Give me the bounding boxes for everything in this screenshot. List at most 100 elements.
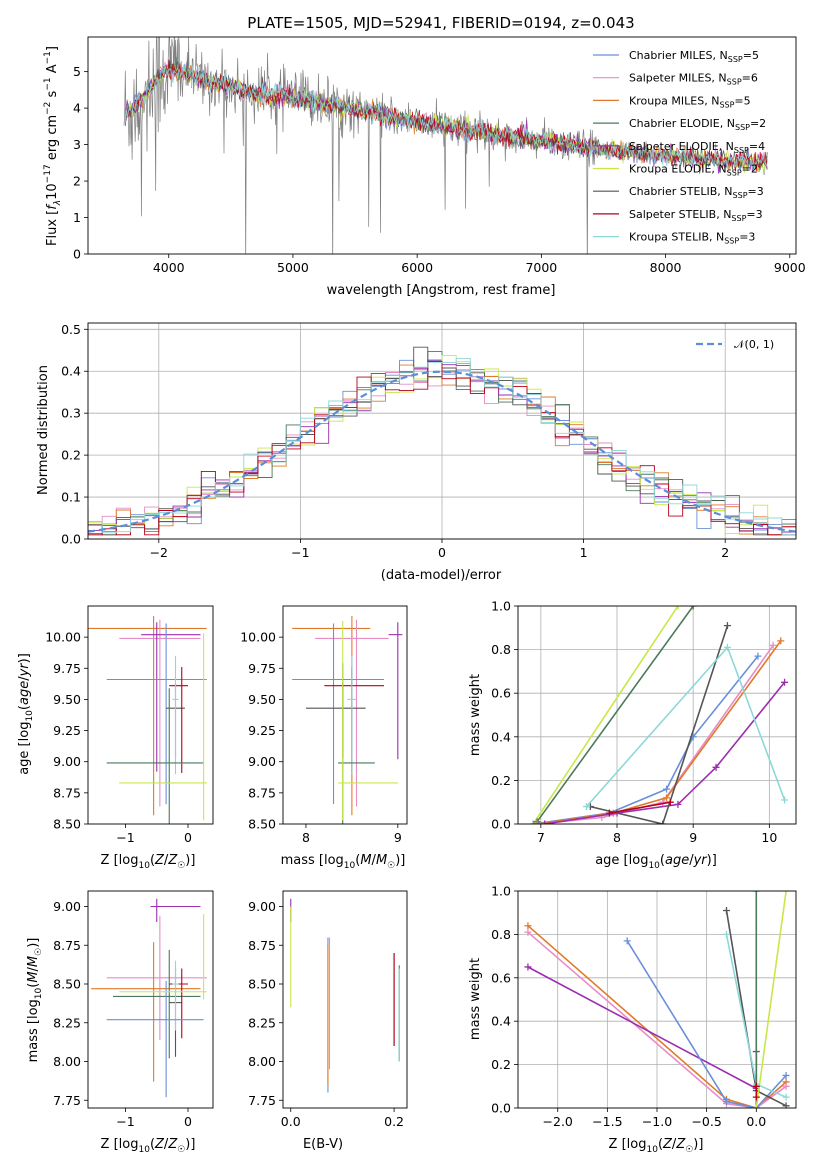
spectrum-xtick-label: 9000	[774, 260, 806, 275]
massweight_vs_Z-xtick-label: −2.0	[543, 1114, 573, 1129]
massweight_vs_Z-marker	[782, 1093, 790, 1101]
massweight_vs_Z-marker	[782, 1102, 790, 1108]
spectrum-model-line	[124, 64, 768, 171]
mass_vs_Z-point	[119, 914, 207, 1000]
massweight_vs_age-ytick-label: 0.6	[491, 686, 511, 701]
massweight_vs_Z-marker	[752, 1082, 760, 1090]
massweight_vs_age-marker	[529, 820, 537, 824]
massweight_vs_Z-series-line	[527, 925, 787, 1108]
massweight_vs_Z-series-line	[626, 940, 787, 1108]
mw-z-ylabel: mass weight	[468, 958, 483, 1040]
massweight_vs_Z-xtick-label: 0.0	[746, 1114, 766, 1129]
figure-title: PLATE=1505, MJD=52941, FIBERID=0194, z=0…	[247, 14, 634, 32]
massweight_vs_age-marker	[674, 800, 682, 808]
massweight_vs_age-series-line	[609, 801, 671, 814]
residuals-axes: −2 −1 0 1 2 0.0 0.1 0.2 0.3 0.4 0.5	[61, 322, 796, 560]
age_vs_Z-xtick-label: −1	[116, 830, 134, 845]
massweight_vs_age-xtick-label: 9	[689, 830, 697, 845]
spectrum-xtick-label: 8000	[650, 260, 682, 275]
massweight_vs_age-marker	[663, 785, 671, 793]
residuals-histogram	[88, 357, 796, 536]
massweight_vs_age-ytick-label: 1.0	[491, 599, 511, 614]
age_vs_mass-xtick-label: 8	[302, 830, 310, 845]
spectrum-data-line	[123, 37, 598, 254]
mass_vs_EBV-ytick-label: 8.00	[248, 1054, 276, 1069]
spectrum-xtick-label: 4000	[153, 260, 185, 275]
mass_vs_EBV-ytick-label: 9.00	[248, 899, 276, 914]
massweight_vs_age-marker	[605, 809, 613, 817]
spectrum-legend-label: Kroupa MILES, NSSP=5	[629, 94, 751, 109]
mass_vs_EBV-axes: 0.0 0.2 7.75 8.00 8.25 8.50 8.75 9.00	[248, 899, 404, 1129]
age_vs_mass-plot-area	[292, 615, 403, 824]
spectrum-xlabel: wavelength [Angstrom, rest frame]	[327, 283, 556, 298]
spectrum-xtick-label: 5000	[277, 260, 309, 275]
age_vs_Z-point	[172, 655, 179, 775]
massweight_vs_age-marker	[583, 803, 591, 811]
residuals-normal-curve	[88, 370, 796, 533]
massweight_vs_age-marker	[659, 820, 667, 824]
spectrum-axes: 4000 5000 6000 7000 8000 9000 0 1 2 3 4 5	[73, 64, 806, 275]
massweight_vs_age-series-line	[532, 606, 679, 824]
residuals-legend: 𝒩(0, 1)	[696, 338, 774, 351]
massweight_vs_Z-marker	[723, 930, 730, 938]
spectrum-ytick-label: 2	[73, 174, 81, 189]
massweight_vs_Z-ytick-label: 1.0	[491, 884, 511, 899]
massweight_vs_Z-marker	[524, 963, 532, 971]
massweight_vs_age-xtick-label: 7	[537, 830, 545, 845]
massweight_vs_Z-ytick-label: 0.4	[491, 1014, 511, 1029]
residuals-ytick-label: 0.0	[61, 532, 81, 547]
massweight_vs_age-marker	[723, 622, 731, 630]
massweight_vs_Z-marker	[623, 937, 631, 945]
massweight_vs_Z-xtick-label: −0.5	[691, 1114, 721, 1129]
spectrum-legend-label: Chabrier STELIB, NSSP=3	[629, 185, 764, 200]
age_vs_mass-frame	[282, 605, 408, 825]
mass_vs_Z-ytick-label: 8.25	[53, 1015, 81, 1030]
mass_vs_Z-xtick-label: 0	[184, 1114, 192, 1129]
age_vs_Z-ytick-label: 8.75	[53, 785, 81, 800]
spectrum-legend-label: Salpeter STELIB, NSSP=3	[629, 208, 763, 223]
massweight_vs_age-marker	[723, 643, 731, 651]
massweight_vs_Z-marker	[782, 1082, 790, 1090]
massweight_vs_age-marker	[777, 637, 785, 645]
age_vs_mass-point	[388, 622, 403, 760]
age_vs_mass-axes: 8 9 8.50 8.75 9.00 9.25 9.50 9.75 10.00	[240, 630, 402, 845]
massweight_vs_age-marker	[754, 652, 762, 660]
mass_vs_Z-point	[106, 915, 207, 1040]
residuals-xtick-label: 2	[721, 545, 729, 560]
massweight_vs_age-series-line	[536, 644, 774, 824]
residuals-xlabel: (data-model)/error	[381, 568, 502, 583]
age_vs_mass-ytick-label: 9.75	[248, 661, 276, 676]
mass_vs_Z-xtick-label: −1	[116, 1114, 134, 1129]
massweight_vs_age-series-line	[536, 640, 782, 824]
age_vs_mass-ytick-label: 8.75	[248, 785, 276, 800]
spectrum-legend-label: Kroupa STELIB, NSSP=3	[629, 231, 755, 246]
massweight_vs_Z-marker	[752, 1093, 760, 1101]
age-vs-z-xlabel: Z [log10(Z/Z☉)]	[101, 853, 196, 871]
massweight_vs_Z-marker	[723, 907, 730, 915]
spectrum-ytick-label: 4	[73, 101, 81, 116]
mw-z-xlabel: Z [log10(Z/Z☉)]	[609, 1137, 704, 1155]
spectrum-ytick-label: 0	[73, 247, 81, 262]
mass_vs_Z-ytick-label: 7.75	[53, 1093, 81, 1108]
mass-vs-z-xlabel: Z [log10(Z/Z☉)]	[101, 1137, 196, 1155]
mass_vs_Z-ytick-label: 9.00	[53, 899, 81, 914]
massweight_vs_Z-marker	[752, 891, 760, 895]
mw-age-ylabel: mass weight	[468, 674, 483, 756]
spectrum-ylabel: Flux [fλ10−17 erg cm−2 s−1 A−1]	[43, 46, 63, 246]
spectrum-legend-label: Kroupa ELODIE, NSSP=2	[629, 163, 758, 178]
massweight_vs_age-xtick-label: 8	[613, 830, 621, 845]
residuals-xtick-label: −2	[150, 545, 168, 560]
spectrum-ytick-label: 5	[73, 64, 81, 79]
spectrum-frame	[87, 36, 797, 255]
massweight_vs_Z-plot-area	[524, 891, 790, 1108]
residuals-frame	[87, 322, 797, 540]
massweight_vs_age-marker	[663, 794, 671, 802]
mass_vs_Z-frame	[87, 890, 214, 1109]
massweight_vs_age-marker	[533, 820, 541, 824]
residuals-ytick-label: 0.2	[61, 448, 81, 463]
spectrum-xtick-label: 6000	[401, 260, 433, 275]
age_vs_Z-plot-area	[88, 615, 207, 824]
residuals-plot-area	[88, 346, 796, 536]
residuals-ytick-label: 0.3	[61, 406, 81, 421]
